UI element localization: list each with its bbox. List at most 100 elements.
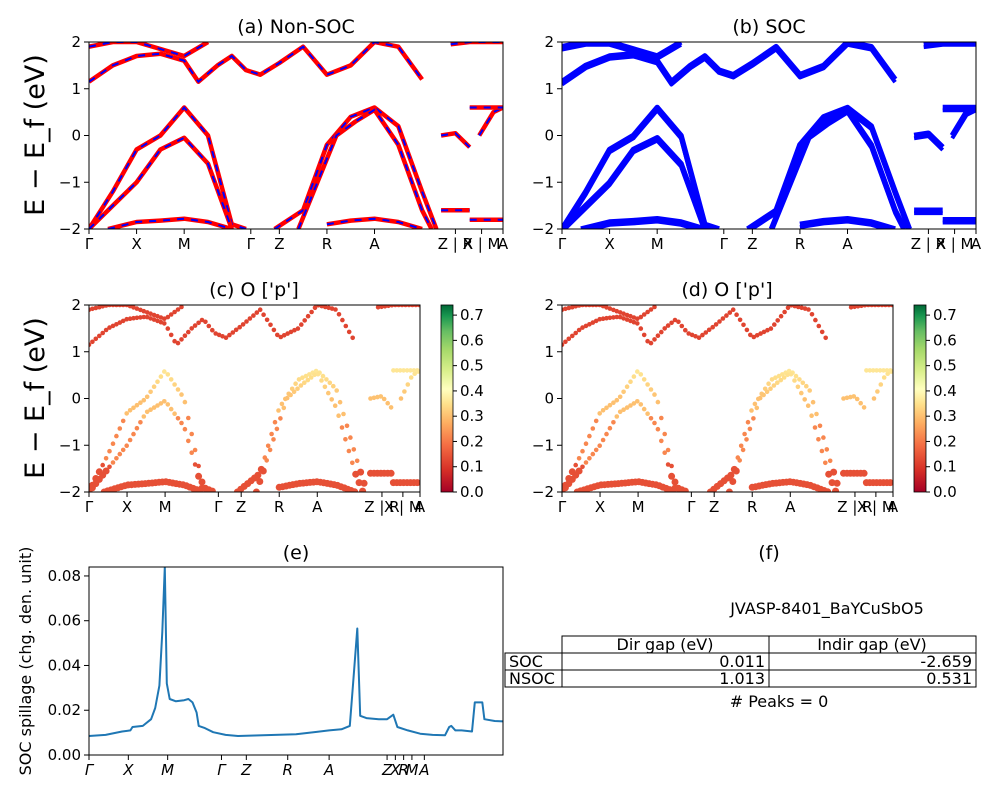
projection-point <box>336 312 342 317</box>
projection-point <box>737 317 743 323</box>
projection-point <box>264 317 270 323</box>
projection-point <box>870 368 876 373</box>
panel-a-ylabel: E − E_f (eV) <box>20 54 51 216</box>
projection-point <box>303 373 309 379</box>
panel-c-xtick-label: X | M <box>384 498 422 516</box>
projection-point <box>288 392 293 398</box>
projection-point <box>597 411 602 416</box>
soc-band-split-3 <box>562 42 683 61</box>
projection-point <box>754 333 760 338</box>
projection-point <box>396 305 401 308</box>
projection-point <box>600 437 606 443</box>
projection-point <box>278 416 283 421</box>
projection-point <box>597 305 602 308</box>
projection-point <box>168 312 174 317</box>
projection-point <box>807 388 812 393</box>
projection-point <box>860 469 868 477</box>
projection-point <box>631 401 637 406</box>
projection-point <box>745 419 751 425</box>
projection-point <box>182 333 188 339</box>
projection-point <box>293 381 298 387</box>
projection-point <box>782 309 787 315</box>
panel-b-ytick-label: −2 <box>532 220 554 238</box>
projection-point <box>189 450 194 456</box>
projection-point <box>148 316 153 321</box>
projection-point <box>165 372 171 377</box>
projection-point <box>611 400 616 406</box>
projection-point <box>117 320 123 325</box>
table-row-nsoc-indir: 0.531 <box>926 669 972 688</box>
projection-point <box>415 368 420 373</box>
projection-point <box>186 438 191 444</box>
colorbar-tick-label: 0.0 <box>460 483 484 501</box>
projection-point <box>351 488 359 492</box>
projection-point <box>706 327 712 333</box>
projection-point <box>662 450 667 456</box>
projection-point <box>343 323 349 329</box>
projection-point <box>676 319 681 325</box>
panel-d-colorbar-ticks: 0.7 0.6 0.5 0.4 0.3 0.2 0.1 0.0 <box>926 306 957 501</box>
projection-point <box>196 463 201 469</box>
projection-point <box>566 336 572 342</box>
projection-point <box>394 368 400 373</box>
projection-point <box>769 377 775 382</box>
projection-point <box>872 305 878 308</box>
nonsoc-band-overlay-13 <box>450 42 503 46</box>
projection-point <box>841 396 846 401</box>
projection-point <box>758 331 763 336</box>
projection-point <box>93 305 99 311</box>
colorbar-tick-label: 0.3 <box>933 407 957 425</box>
projection-point <box>768 326 774 331</box>
projection-point <box>679 323 685 329</box>
projection-point <box>155 403 160 408</box>
projection-point <box>819 448 825 454</box>
projection-point <box>751 416 756 421</box>
panel-c-xtick-label: A <box>312 498 323 516</box>
projection-point <box>734 312 739 318</box>
projection-point <box>114 305 119 308</box>
projection-point <box>641 312 647 317</box>
projection-point <box>621 407 626 413</box>
panel-d-ytick-label: 1 <box>544 343 554 361</box>
panel-a-title: (a) Non-SOC <box>237 16 355 38</box>
projection-point <box>279 401 285 407</box>
projection-point <box>858 400 863 406</box>
projection-point <box>196 487 204 492</box>
projection-point <box>340 317 345 323</box>
panel-a-ytick-label: 0 <box>71 127 81 145</box>
panel-a-frame <box>88 41 504 230</box>
panel-a-yticks: 2 1 0 −1 −2 <box>59 33 89 238</box>
projection-point <box>621 316 626 321</box>
projection-point <box>259 467 267 475</box>
projection-point <box>203 319 208 325</box>
projection-point <box>827 458 833 464</box>
projection-point <box>89 342 92 347</box>
projection-point <box>401 368 406 373</box>
projection-point <box>638 372 644 377</box>
projection-point <box>158 401 164 406</box>
panel-d-xtick-label: X <box>595 498 605 516</box>
projection-point <box>148 389 153 395</box>
projection-point <box>587 456 592 461</box>
soc-band-split-5 <box>770 110 906 229</box>
projection-point <box>288 329 294 335</box>
projection-point <box>107 305 112 308</box>
projection-point <box>638 402 644 407</box>
projection-point <box>144 409 150 415</box>
projection-point <box>590 320 596 325</box>
projection-point <box>107 464 112 470</box>
projection-point <box>107 325 112 330</box>
projection-point <box>319 305 325 309</box>
panel-c-xtick-label: R <box>274 498 284 516</box>
panel-b-xtick-label: A <box>971 235 982 253</box>
projection-point <box>740 447 746 453</box>
projection-point <box>299 322 304 327</box>
projection-point <box>806 307 811 312</box>
projection-point <box>781 375 787 380</box>
panel-a-xtick-label: M <box>178 235 191 253</box>
projection-point <box>131 405 136 411</box>
projection-point <box>230 330 236 335</box>
projection-point <box>799 390 804 396</box>
projection-point <box>368 396 373 401</box>
